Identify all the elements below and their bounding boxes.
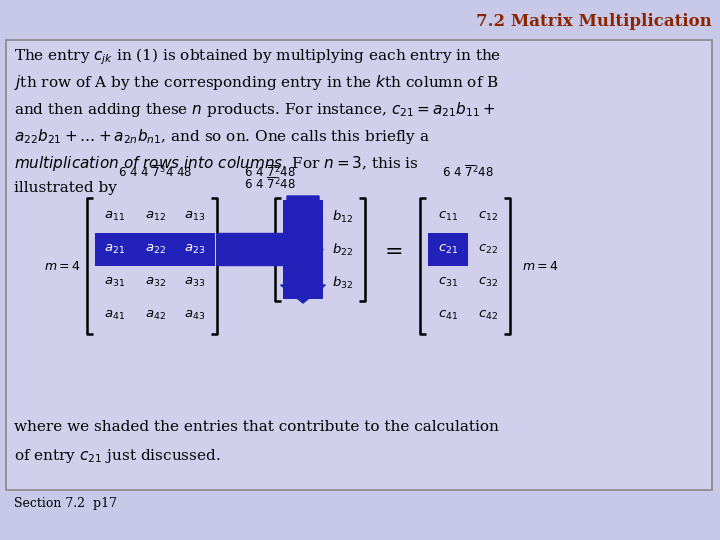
Text: $c_{31}$: $c_{31}$ xyxy=(438,276,458,289)
Text: of entry $c_{21}$ just discussed.: of entry $c_{21}$ just discussed. xyxy=(14,447,220,465)
Text: $6\ 4\ 4\ \overline{7}^3 4\ 48$: $6\ 4\ 4\ \overline{7}^3 4\ 48$ xyxy=(118,164,192,180)
Text: $\mathbf{\mathit{multiplication\ of\ rows\ into\ columns}}$. For $n = 3$, this i: $\mathbf{\mathit{multiplication\ of\ row… xyxy=(14,154,418,173)
FancyArrow shape xyxy=(281,196,325,303)
Text: The entry $c_{jk}$ in (1) is obtained by multiplying each entry in the: The entry $c_{jk}$ in (1) is obtained by… xyxy=(14,46,501,66)
Text: $b_{12}$: $b_{12}$ xyxy=(333,208,354,225)
Text: $a_{22}b_{21} + \ldots + a_{2n}b_{n1}$, and so on. One calls this briefly a: $a_{22}b_{21} + \ldots + a_{2n}b_{n1}$, … xyxy=(14,127,430,146)
Text: $=$: $=$ xyxy=(379,239,402,260)
Text: $a_{12}$: $a_{12}$ xyxy=(145,210,166,223)
Text: $c_{21}$: $c_{21}$ xyxy=(438,243,458,256)
FancyBboxPatch shape xyxy=(95,233,215,266)
Text: $m = 4$: $m = 4$ xyxy=(44,260,81,273)
Text: $a_{33}$: $a_{33}$ xyxy=(184,276,206,289)
Text: $a_{13}$: $a_{13}$ xyxy=(184,210,206,223)
Text: 7.2 Matrix Multiplication: 7.2 Matrix Multiplication xyxy=(476,13,712,30)
Text: $6\ 4\ \overline{7}^2 48$: $6\ 4\ \overline{7}^2 48$ xyxy=(244,164,296,180)
Text: where we shaded the entries that contribute to the calculation: where we shaded the entries that contrib… xyxy=(14,420,499,434)
Text: $c_{32}$: $c_{32}$ xyxy=(478,276,498,289)
FancyBboxPatch shape xyxy=(428,233,468,266)
Text: $c_{22}$: $c_{22}$ xyxy=(478,243,498,256)
Text: $a_{23}$: $a_{23}$ xyxy=(184,243,206,256)
Text: $m = 4$: $m = 4$ xyxy=(522,260,559,273)
Text: $a_{21}$: $a_{21}$ xyxy=(104,243,125,256)
Text: $c_{41}$: $c_{41}$ xyxy=(438,309,458,322)
Text: $b_{32}$: $b_{32}$ xyxy=(333,274,354,291)
Text: $c_{11}$: $c_{11}$ xyxy=(438,210,458,223)
Text: illustrated by: illustrated by xyxy=(14,181,117,195)
FancyBboxPatch shape xyxy=(283,200,323,299)
Text: $6\ 4\ \overline{7}^2 48$: $6\ 4\ \overline{7}^2 48$ xyxy=(244,176,296,192)
Text: $a_{22}$: $a_{22}$ xyxy=(145,243,166,256)
Text: $a_{11}$: $a_{11}$ xyxy=(104,210,125,223)
Text: $b_{21}$: $b_{21}$ xyxy=(292,241,314,258)
Text: $b_{31}$: $b_{31}$ xyxy=(292,274,314,291)
Text: $a_{31}$: $a_{31}$ xyxy=(104,276,125,289)
FancyBboxPatch shape xyxy=(6,40,712,490)
Text: $a_{43}$: $a_{43}$ xyxy=(184,309,206,322)
Text: $6\ 4\ \overline{7}^2 48$: $6\ 4\ \overline{7}^2 48$ xyxy=(442,164,494,180)
Text: and then adding these $n$ products. For instance, $c_{21} = a_{21}b_{11} +$: and then adding these $n$ products. For … xyxy=(14,100,495,119)
Text: Section 7.2  p17: Section 7.2 p17 xyxy=(14,497,117,510)
FancyArrow shape xyxy=(217,227,323,272)
Text: $a_{32}$: $a_{32}$ xyxy=(145,276,166,289)
Text: $b_{11}$: $b_{11}$ xyxy=(292,208,314,225)
Text: $c_{12}$: $c_{12}$ xyxy=(478,210,498,223)
Text: $a_{41}$: $a_{41}$ xyxy=(104,309,125,322)
Text: $a_{42}$: $a_{42}$ xyxy=(145,309,166,322)
Text: $c_{22}$: $c_{22}$ xyxy=(478,243,498,256)
Text: $c_{42}$: $c_{42}$ xyxy=(478,309,498,322)
Text: $b_{22}$: $b_{22}$ xyxy=(333,241,354,258)
Text: $j$th row of A by the corresponding entry in the $k$th column of B: $j$th row of A by the corresponding entr… xyxy=(14,73,499,92)
